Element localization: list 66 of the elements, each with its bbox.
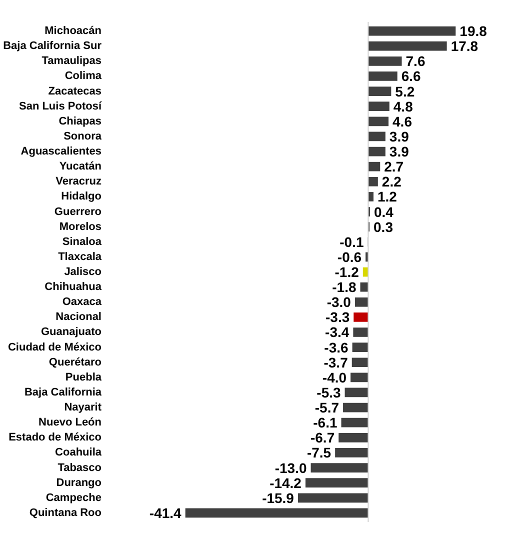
y-tick-label: Querétaro — [48, 356, 102, 368]
y-tick-label: Campeche — [46, 492, 102, 504]
data-label: -0.1 — [340, 234, 364, 250]
y-tick-label: Nacional — [56, 311, 102, 324]
data-label: -3.6 — [324, 339, 349, 356]
data-label: -1.2 — [334, 264, 360, 280]
y-tick-label: Tabasco — [58, 462, 102, 474]
data-label: 3.9 — [389, 144, 410, 160]
y-tick-label: Morelos — [59, 220, 102, 233]
data-label: 6.6 — [401, 68, 422, 84]
y-tick-label: Nuevo León — [38, 416, 102, 429]
y-tick-label: Durango — [56, 476, 102, 489]
data-label: 0.3 — [374, 218, 394, 235]
y-tick-label: Veracruz — [56, 176, 102, 188]
y-tick-label: San Luis Potosí — [18, 100, 102, 112]
data-label: 17.8 — [450, 38, 478, 54]
y-tick-label: Puebla — [65, 371, 102, 384]
y-tick-label: Sonora — [64, 130, 102, 142]
data-label: 4.6 — [392, 113, 412, 130]
data-label: 0.4 — [374, 204, 394, 220]
y-tick-label: Coahuila — [55, 446, 102, 459]
y-tick-label: Nayarit — [64, 402, 102, 414]
y-tick-label: Yucatán — [59, 160, 102, 173]
y-tick-label: Baja California — [24, 386, 102, 398]
y-tick-label: Oaxaca — [62, 296, 102, 308]
y-tick-label: Ciudad de México — [8, 341, 102, 354]
data-label: -5.7 — [314, 400, 340, 416]
data-label: -6.1 — [313, 414, 338, 431]
y-tick-label: Michoacán — [44, 25, 102, 38]
y-tick-label: Zacatecas — [48, 85, 102, 98]
y-tick-label: Chiapas — [58, 115, 102, 128]
data-label: -0.6 — [337, 248, 362, 265]
data-label: -14.2 — [270, 474, 302, 491]
data-label: -1.8 — [332, 279, 356, 296]
data-label: -5.3 — [316, 384, 342, 400]
y-tick-label: Aguascalientes — [20, 146, 102, 158]
data-label: -13.0 — [274, 460, 307, 476]
data-label: 1.2 — [378, 188, 398, 205]
data-label: -15.9 — [262, 490, 294, 506]
data-label: -3.7 — [324, 354, 348, 370]
y-tick-label: Tamaulipas — [42, 55, 102, 68]
data-label: 4.8 — [393, 98, 414, 114]
y-tick-label: Sinaloa — [62, 236, 102, 248]
y-tick-label: Colima — [64, 70, 102, 82]
y-tick-label: Tlaxcala — [58, 250, 102, 263]
data-label: -41.4 — [149, 504, 182, 521]
data-label: -3.4 — [325, 324, 350, 340]
data-label: 2.2 — [382, 174, 402, 190]
y-tick-label: Quintana Roo — [29, 506, 102, 519]
data-label: -3.3 — [326, 309, 350, 326]
y-tick-label: Guerrero — [54, 206, 102, 218]
y-tick-label: Jalisco — [64, 266, 102, 278]
data-label: -4.0 — [322, 369, 347, 386]
data-label: 7.6 — [406, 53, 426, 70]
data-label: -3.0 — [326, 294, 352, 310]
y-tick-label: Estado de México — [8, 432, 102, 444]
data-label: 19.8 — [460, 23, 488, 40]
y-tick-label: Baja California Sur — [3, 40, 102, 52]
data-label: -7.5 — [306, 444, 332, 461]
data-label: 5.2 — [395, 83, 415, 100]
y-tick-label: Hidalgo — [61, 190, 102, 203]
data-label: 2.7 — [384, 158, 404, 175]
data-label: -6.7 — [310, 430, 335, 446]
data-label: 3.9 — [389, 128, 410, 144]
y-tick-label: Guanajuato — [40, 326, 102, 338]
y-tick-label: Chihuahua — [44, 281, 102, 294]
